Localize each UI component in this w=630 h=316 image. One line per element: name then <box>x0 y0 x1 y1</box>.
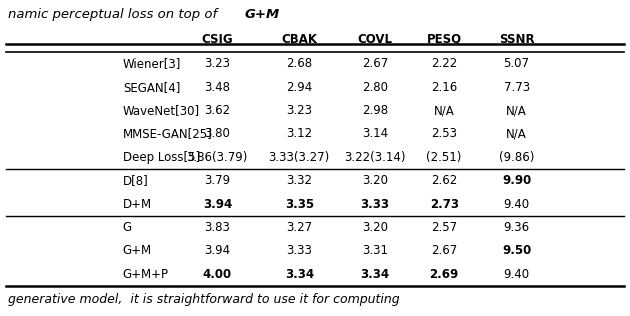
Text: 3.79: 3.79 <box>204 174 231 187</box>
Text: 3.14: 3.14 <box>362 127 388 141</box>
Text: 3.32: 3.32 <box>286 174 312 187</box>
Text: 2.53: 2.53 <box>431 127 457 141</box>
Text: 9.90: 9.90 <box>502 174 531 187</box>
Text: D+M: D+M <box>123 198 152 211</box>
Text: 3.31: 3.31 <box>362 244 388 258</box>
Text: 3.34: 3.34 <box>360 268 389 281</box>
Text: 2.98: 2.98 <box>362 104 388 117</box>
Text: WaveNet[30]: WaveNet[30] <box>123 104 200 117</box>
Text: G+M+P: G+M+P <box>123 268 169 281</box>
Text: 3.33: 3.33 <box>286 244 312 258</box>
Text: G+M: G+M <box>244 8 280 21</box>
Text: 3.94: 3.94 <box>204 244 231 258</box>
Text: 3.62: 3.62 <box>204 104 231 117</box>
Text: SEGAN[4]: SEGAN[4] <box>123 81 180 94</box>
Text: N/A: N/A <box>507 127 527 141</box>
Text: generative model,  it is straightforward to use it for computing: generative model, it is straightforward … <box>8 293 399 306</box>
Text: 3.86(3.79): 3.86(3.79) <box>186 151 248 164</box>
Text: Deep Loss[5]: Deep Loss[5] <box>123 151 200 164</box>
Text: 2.94: 2.94 <box>286 81 312 94</box>
Text: 3.94: 3.94 <box>203 198 232 211</box>
Text: 2.69: 2.69 <box>430 268 459 281</box>
Text: 4.00: 4.00 <box>203 268 232 281</box>
Text: 2.80: 2.80 <box>362 81 388 94</box>
Text: 2.73: 2.73 <box>430 198 459 211</box>
Text: 3.48: 3.48 <box>204 81 231 94</box>
Text: 2.68: 2.68 <box>286 57 312 70</box>
Text: MMSE-GAN[25]: MMSE-GAN[25] <box>123 127 212 141</box>
Text: 2.22: 2.22 <box>431 57 457 70</box>
Text: 5.07: 5.07 <box>503 57 530 70</box>
Text: PESQ: PESQ <box>427 33 462 46</box>
Text: 2.67: 2.67 <box>362 57 388 70</box>
Text: G+M: G+M <box>123 244 152 258</box>
Text: CSIG: CSIG <box>202 33 233 46</box>
Text: .: . <box>272 8 277 21</box>
Text: 3.20: 3.20 <box>362 174 388 187</box>
Text: 9.50: 9.50 <box>502 244 531 258</box>
Text: 3.23: 3.23 <box>204 57 231 70</box>
Text: 3.20: 3.20 <box>362 221 388 234</box>
Text: SSNR: SSNR <box>499 33 534 46</box>
Text: 3.34: 3.34 <box>285 268 314 281</box>
Text: N/A: N/A <box>507 104 527 117</box>
Text: 3.33: 3.33 <box>360 198 389 211</box>
Text: Wiener[3]: Wiener[3] <box>123 57 181 70</box>
Text: 9.36: 9.36 <box>503 221 530 234</box>
Text: 3.23: 3.23 <box>286 104 312 117</box>
Text: D[8]: D[8] <box>123 174 149 187</box>
Text: 3.12: 3.12 <box>286 127 312 141</box>
Text: 9.40: 9.40 <box>503 198 530 211</box>
Text: namic perceptual loss on top of: namic perceptual loss on top of <box>8 8 221 21</box>
Text: 2.16: 2.16 <box>431 81 457 94</box>
Text: COVL: COVL <box>357 33 392 46</box>
Text: (9.86): (9.86) <box>499 151 534 164</box>
Text: 7.73: 7.73 <box>503 81 530 94</box>
Text: 3.83: 3.83 <box>204 221 231 234</box>
Text: 3.80: 3.80 <box>204 127 231 141</box>
Text: 9.40: 9.40 <box>503 268 530 281</box>
Text: 3.33(3.27): 3.33(3.27) <box>268 151 330 164</box>
Text: 3.22(3.14): 3.22(3.14) <box>344 151 406 164</box>
Text: 2.57: 2.57 <box>431 221 457 234</box>
Text: 2.67: 2.67 <box>431 244 457 258</box>
Text: 3.27: 3.27 <box>286 221 312 234</box>
Text: G: G <box>123 221 132 234</box>
Text: 3.35: 3.35 <box>285 198 314 211</box>
Text: 2.62: 2.62 <box>431 174 457 187</box>
Text: CBAK: CBAK <box>281 33 318 46</box>
Text: N/A: N/A <box>434 104 454 117</box>
Text: (2.51): (2.51) <box>427 151 462 164</box>
